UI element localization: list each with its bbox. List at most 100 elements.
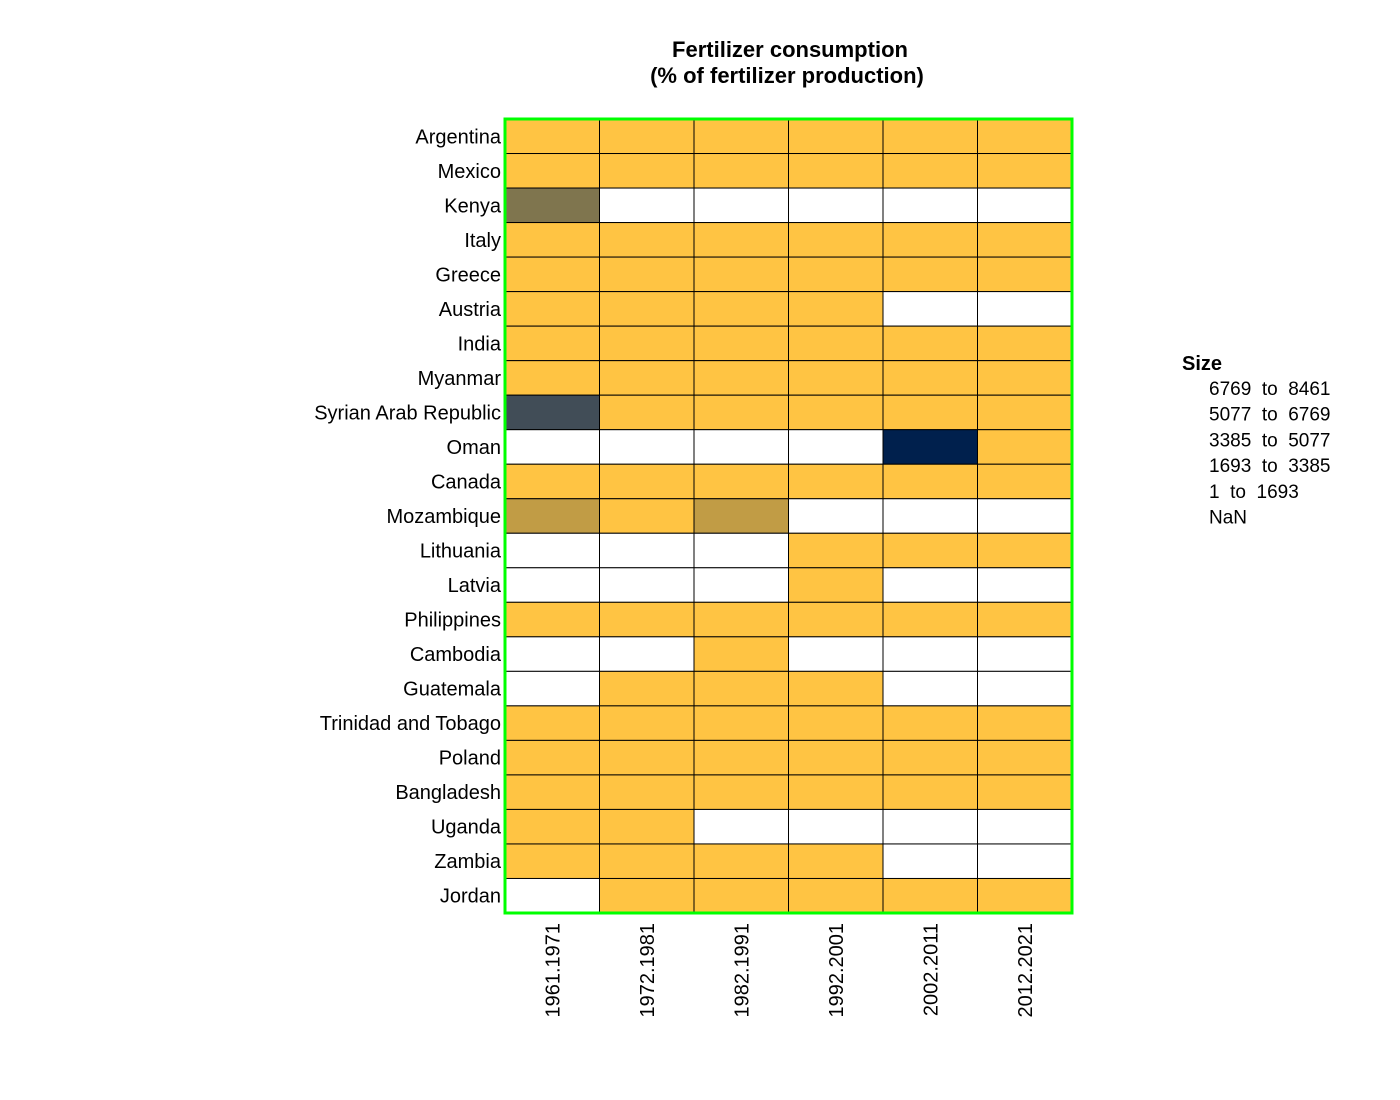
heatmap-cell [693,567,789,603]
column-label: 1972.1981 [637,923,659,1018]
heatmap-cell [693,153,789,189]
heatmap-cell [599,636,695,672]
heatmap-cell [599,222,695,258]
heatmap-cell [882,877,978,914]
heatmap-cell [693,774,789,810]
column-labels: 1961.1971 1972.1981 1982.1991 1992.2001 2002… [542,923,1037,1018]
heatmap-cell [693,705,789,741]
heatmap-cell [882,532,978,569]
heatmap-cell [788,601,884,638]
heatmap-cell [504,808,600,845]
row-label: Trinidad and Tobago [320,713,501,735]
heatmap-cell [504,532,600,569]
legend-entry: 3385 to 5077 [1209,430,1331,451]
heatmap-cell [504,118,600,155]
heatmap-cell [693,498,789,534]
heatmap-cell [788,532,884,569]
heatmap-cell [504,567,600,603]
row-label: Italy [464,230,501,252]
heatmap-cell [693,739,789,776]
heatmap-cell [788,877,884,914]
heatmap-cell [693,429,789,465]
heatmap-cell [882,670,978,707]
legend: Size 6769 to 8461 5077 to 6769 3385 to 507… [1182,353,1331,529]
row-label: Bangladesh [395,782,501,804]
heatmap-cell [977,532,1073,569]
heatmap-cell [882,118,978,155]
heatmap-cell [693,187,789,224]
heatmap-cell [599,429,695,465]
row-label: India [458,333,502,355]
heatmap-cell [788,118,884,155]
heatmap-cell [788,325,884,362]
heatmap-cell [693,463,789,500]
heatmap-cell [977,705,1073,741]
heatmap-cell [504,325,600,362]
heatmap-cell [977,670,1073,707]
heatmap-cell [788,463,884,500]
heatmap-cell [788,739,884,776]
heatmap-cell [504,394,600,431]
heatmap-cell [882,843,978,879]
heatmap-cell [977,774,1073,810]
row-label: Philippines [404,610,501,632]
heatmap-cell [882,187,978,224]
heatmap-cell [788,256,884,293]
row-label: Cambodia [410,644,502,666]
heatmap-cell [882,256,978,293]
heatmap-cell [788,808,884,845]
heatmap-cell [504,498,600,534]
heatmap-cell [504,705,600,741]
heatmap-cell [693,877,789,914]
heatmap-cell [977,429,1073,465]
heatmap-cell [977,222,1073,258]
heatmap-cell [504,877,600,914]
heatmap-cell [882,394,978,431]
heatmap-cell [977,187,1073,224]
heatmap-cell [693,325,789,362]
heatmap-cell [504,636,600,672]
heatmap-cell [599,153,695,189]
heatmap-cell [977,567,1073,603]
heatmap-cell [504,739,600,776]
heatmap-cell [693,601,789,638]
row-label: Syrian Arab Republic [314,402,501,424]
heatmap-cell [788,498,884,534]
heatmap-cell [882,567,978,603]
heatmap-cell [788,291,884,327]
heatmap-cell [882,739,978,776]
row-label: Uganda [431,817,502,839]
heatmap-cell [788,705,884,741]
heatmap-cell [599,394,695,431]
heatmap-cell [599,877,695,914]
column-label: 1992.2001 [826,923,848,1018]
heatmap-cell [504,670,600,707]
heatmap-cell [693,636,789,672]
heatmap-cell [882,325,978,362]
row-label: Kenya [444,195,502,217]
heatmap-cell [882,636,978,672]
heatmap-cell [788,567,884,603]
heatmap-cell [882,808,978,845]
heatmap-cell [599,256,695,293]
row-label: Oman [447,437,501,459]
heatmap-cell [977,325,1073,362]
heatmap-cell [599,360,695,396]
heatmap-cell [504,429,600,465]
heatmap-cell [788,670,884,707]
heatmap-cell [599,739,695,776]
heatmap-cell [977,739,1073,776]
row-label: Guatemala [403,679,502,701]
heatmap-cell [788,843,884,879]
heatmap-cell [599,705,695,741]
heatmap-cell [599,808,695,845]
heatmap-cells [504,118,1073,914]
heatmap-cell [788,360,884,396]
heatmap-cell [882,463,978,500]
heatmap-cell [788,774,884,810]
heatmap-cell [504,360,600,396]
row-label: Greece [435,264,501,286]
heatmap-cell [504,256,600,293]
